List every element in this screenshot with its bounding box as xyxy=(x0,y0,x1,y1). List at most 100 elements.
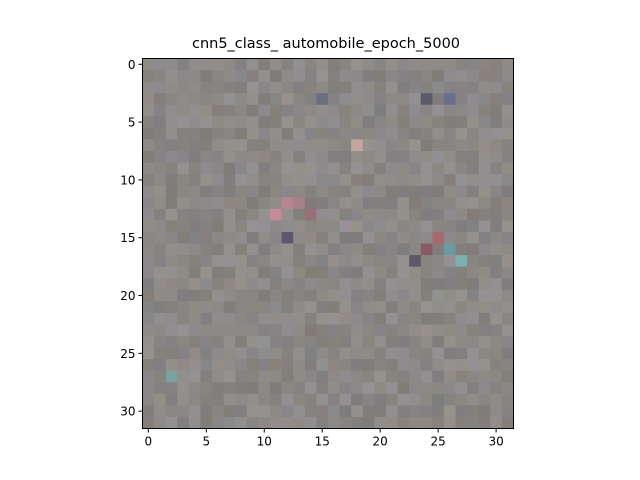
heatmap-cell xyxy=(293,127,306,140)
heatmap-cell xyxy=(455,312,468,325)
heatmap-cell xyxy=(188,81,201,94)
x-tick-label: 10 xyxy=(257,435,272,449)
heatmap-cell xyxy=(374,151,387,163)
y-axis: 0 5 10 15 20 25 30 xyxy=(120,58,143,419)
heatmap-cell xyxy=(339,104,352,117)
heatmap-cell xyxy=(200,382,213,395)
x-tick-label: 25 xyxy=(431,435,446,449)
heatmap-cell xyxy=(362,324,375,337)
heatmap-cell xyxy=(339,416,352,429)
heatmap-cell xyxy=(409,255,422,268)
heatmap-cell xyxy=(420,104,433,117)
heatmap-cell xyxy=(165,197,178,210)
heatmap-cell xyxy=(409,162,422,175)
heatmap-cell xyxy=(432,405,445,418)
heatmap-cell xyxy=(432,185,445,198)
heatmap-cell xyxy=(328,370,340,383)
heatmap-cell xyxy=(177,359,190,372)
heatmap-cell xyxy=(212,255,225,268)
heatmap-cell xyxy=(212,266,225,279)
heatmap-cell xyxy=(316,278,329,291)
heatmap-cell xyxy=(246,301,259,314)
heatmap-cell xyxy=(420,139,433,152)
heatmap-cell xyxy=(154,162,167,175)
heatmap-cell xyxy=(142,416,155,429)
heatmap-cell xyxy=(281,324,294,337)
heatmap-cell xyxy=(385,70,398,83)
heatmap-cell xyxy=(200,266,213,279)
heatmap-cell xyxy=(188,266,201,279)
heatmap-cell xyxy=(351,81,364,94)
heatmap-cell xyxy=(188,255,201,268)
heatmap-cell xyxy=(467,336,480,348)
heatmap-cell xyxy=(223,289,236,302)
heatmap-cell xyxy=(293,301,306,314)
heatmap-cell xyxy=(339,312,352,325)
heatmap-cell xyxy=(397,185,410,198)
heatmap-cell xyxy=(293,382,306,395)
heatmap-cell xyxy=(293,174,306,187)
heatmap-cell xyxy=(212,139,225,152)
heatmap-cell xyxy=(177,324,190,337)
heatmap-cell xyxy=(188,336,201,348)
heatmap-cell xyxy=(385,324,398,337)
heatmap-cell xyxy=(467,116,480,129)
heatmap-cell xyxy=(432,301,445,314)
heatmap-cell xyxy=(212,70,225,83)
heatmap-cell xyxy=(397,382,410,395)
heatmap-cell xyxy=(385,127,398,140)
heatmap-cell xyxy=(397,289,410,302)
heatmap-cell xyxy=(177,405,190,418)
heatmap-cell xyxy=(316,405,329,418)
heatmap-cell xyxy=(188,70,201,83)
heatmap-cell xyxy=(200,185,213,198)
heatmap-cell xyxy=(432,382,445,395)
heatmap-cell xyxy=(443,93,456,106)
heatmap-cell xyxy=(212,359,225,372)
heatmap-cell xyxy=(142,405,155,418)
heatmap-cell xyxy=(374,185,387,198)
heatmap-cell xyxy=(200,347,213,360)
heatmap-cell xyxy=(281,382,294,395)
heatmap-cell xyxy=(420,243,433,256)
heatmap-cell xyxy=(165,324,178,337)
heatmap-cell xyxy=(328,116,340,129)
heatmap-cell xyxy=(246,220,259,233)
heatmap-cell xyxy=(258,93,271,106)
heatmap-cell xyxy=(397,347,410,360)
heatmap-cell xyxy=(339,393,352,406)
heatmap-cell xyxy=(188,382,201,395)
heatmap-cell xyxy=(177,127,190,140)
heatmap-cell xyxy=(165,208,178,221)
heatmap-cell xyxy=(443,220,456,233)
heatmap-cell xyxy=(455,208,468,221)
heatmap-cell xyxy=(235,58,248,71)
heatmap-cell xyxy=(362,208,375,221)
heatmap-cell xyxy=(212,312,225,325)
heatmap-cell xyxy=(490,231,503,244)
heatmap-cell xyxy=(270,197,283,210)
heatmap-cell xyxy=(467,58,480,71)
heatmap-cell xyxy=(328,162,340,175)
heatmap-cell xyxy=(409,127,422,140)
heatmap-cell xyxy=(397,220,410,233)
heatmap-cell xyxy=(443,162,456,175)
heatmap-cell xyxy=(223,382,236,395)
heatmap-cell xyxy=(316,312,329,325)
heatmap-cell xyxy=(316,266,329,279)
heatmap-cell xyxy=(246,174,259,187)
heatmap-cell xyxy=(397,393,410,406)
heatmap-cell xyxy=(351,382,364,395)
heatmap-cell xyxy=(339,370,352,383)
heatmap-cell xyxy=(397,255,410,268)
heatmap-cell xyxy=(154,266,167,279)
heatmap-cell xyxy=(374,289,387,302)
heatmap-cell xyxy=(339,278,352,291)
heatmap-cell xyxy=(490,81,503,94)
heatmap-cell xyxy=(339,208,352,221)
heatmap-cell xyxy=(212,81,225,94)
heatmap-cell xyxy=(188,289,201,302)
heatmap-cell xyxy=(165,255,178,268)
heatmap-cell xyxy=(397,151,410,163)
heatmap-cell xyxy=(397,104,410,117)
